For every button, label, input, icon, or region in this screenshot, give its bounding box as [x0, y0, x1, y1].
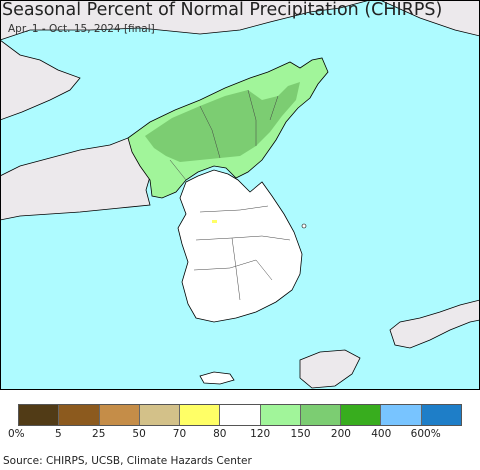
- north-korea-interior: [145, 82, 300, 162]
- ulleung-island: [301, 223, 307, 229]
- legend-swatch: [139, 405, 181, 425]
- legend-tick-label: 25: [92, 428, 106, 440]
- source-credit: Source: CHIRPS, UCSB, Climate Hazards Ce…: [3, 455, 252, 467]
- south-korea: [177, 169, 303, 323]
- legend-swatch: [59, 405, 100, 425]
- dry-spot: [212, 220, 217, 223]
- legend-tick-label: 70: [172, 428, 187, 440]
- china-south: [0, 137, 153, 221]
- province-lines: [169, 89, 291, 301]
- legend-swatch: [341, 405, 382, 425]
- legend-swatch: [180, 405, 221, 425]
- legend-tick-label: 5: [55, 428, 62, 440]
- legend-swatch: [19, 405, 60, 425]
- legend-bar: [18, 404, 462, 426]
- legend-tick-label: 600%: [410, 428, 441, 440]
- page-subtitle: Apr. 1 - Oct. 15, 2024 [final]: [8, 23, 155, 35]
- legend-swatch: [300, 405, 342, 425]
- jeju-island: [199, 371, 235, 385]
- legend-tick-label: 50: [132, 428, 146, 440]
- legend-tick-label: 0%: [8, 428, 25, 440]
- map-svg: [0, 0, 480, 390]
- legend-tick-label: 200: [330, 428, 351, 440]
- ocean: [0, 0, 480, 390]
- japan-honshu: [389, 299, 480, 349]
- legend-ticks: 0% 5 25 50 70 80 120 150 200 400 600%: [0, 428, 480, 442]
- legend-swatch: [381, 405, 422, 425]
- legend-tick-label: 120: [250, 428, 271, 440]
- map-border: [0, 0, 480, 390]
- legend-swatch: [99, 405, 140, 425]
- legend-swatch: [421, 405, 461, 425]
- map-area: [0, 0, 480, 390]
- legend-swatch: [220, 405, 261, 425]
- legend-tick-label: 400: [371, 428, 392, 440]
- page-title: Seasonal Percent of Normal Precipitation…: [2, 0, 443, 20]
- legend-tick-label: 150: [290, 428, 311, 440]
- legend-swatch: [260, 405, 301, 425]
- north-korea: [127, 57, 329, 199]
- japan-kyushu: [299, 349, 361, 389]
- legend-tick-label: 80: [213, 428, 227, 440]
